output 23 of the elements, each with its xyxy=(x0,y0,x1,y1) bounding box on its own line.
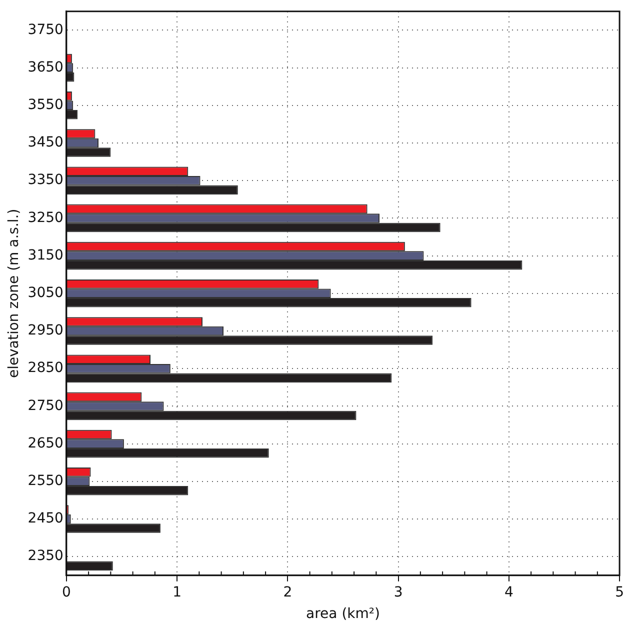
y-tick-label: 2650 xyxy=(28,435,64,452)
x-tick-label: 3 xyxy=(394,584,403,600)
x-tick-label: 4 xyxy=(504,584,514,600)
y-tick-label: 3450 xyxy=(28,134,64,151)
y-tick-label: 3350 xyxy=(28,172,64,188)
x-tick-label: 1 xyxy=(172,584,182,600)
x-tick-label: 5 xyxy=(615,584,624,600)
y-tick-label: 3150 xyxy=(28,247,64,264)
x-tick-label: 0 xyxy=(62,584,71,600)
y-tick-label: 3250 xyxy=(28,210,64,226)
y-tick-label: 2350 xyxy=(28,548,64,564)
y-tick-label: 3750 xyxy=(28,22,64,38)
y-tick-label: 3050 xyxy=(28,285,64,302)
y-tick-label: 2550 xyxy=(28,473,64,490)
y-tick-label: 3650 xyxy=(28,59,64,76)
y-tick-label: 3550 xyxy=(28,97,64,114)
y-tick-label: 2750 xyxy=(28,398,64,414)
y-tick-label: 2950 xyxy=(28,322,64,339)
y-tick-label: 2850 xyxy=(28,360,64,376)
y-tick-label: 2450 xyxy=(28,510,64,527)
x-tick-label: 2 xyxy=(283,584,292,600)
y-axis-title: elevation zone (m a.s.l.) xyxy=(6,208,22,378)
x-axis-title: area (km²) xyxy=(306,606,380,622)
